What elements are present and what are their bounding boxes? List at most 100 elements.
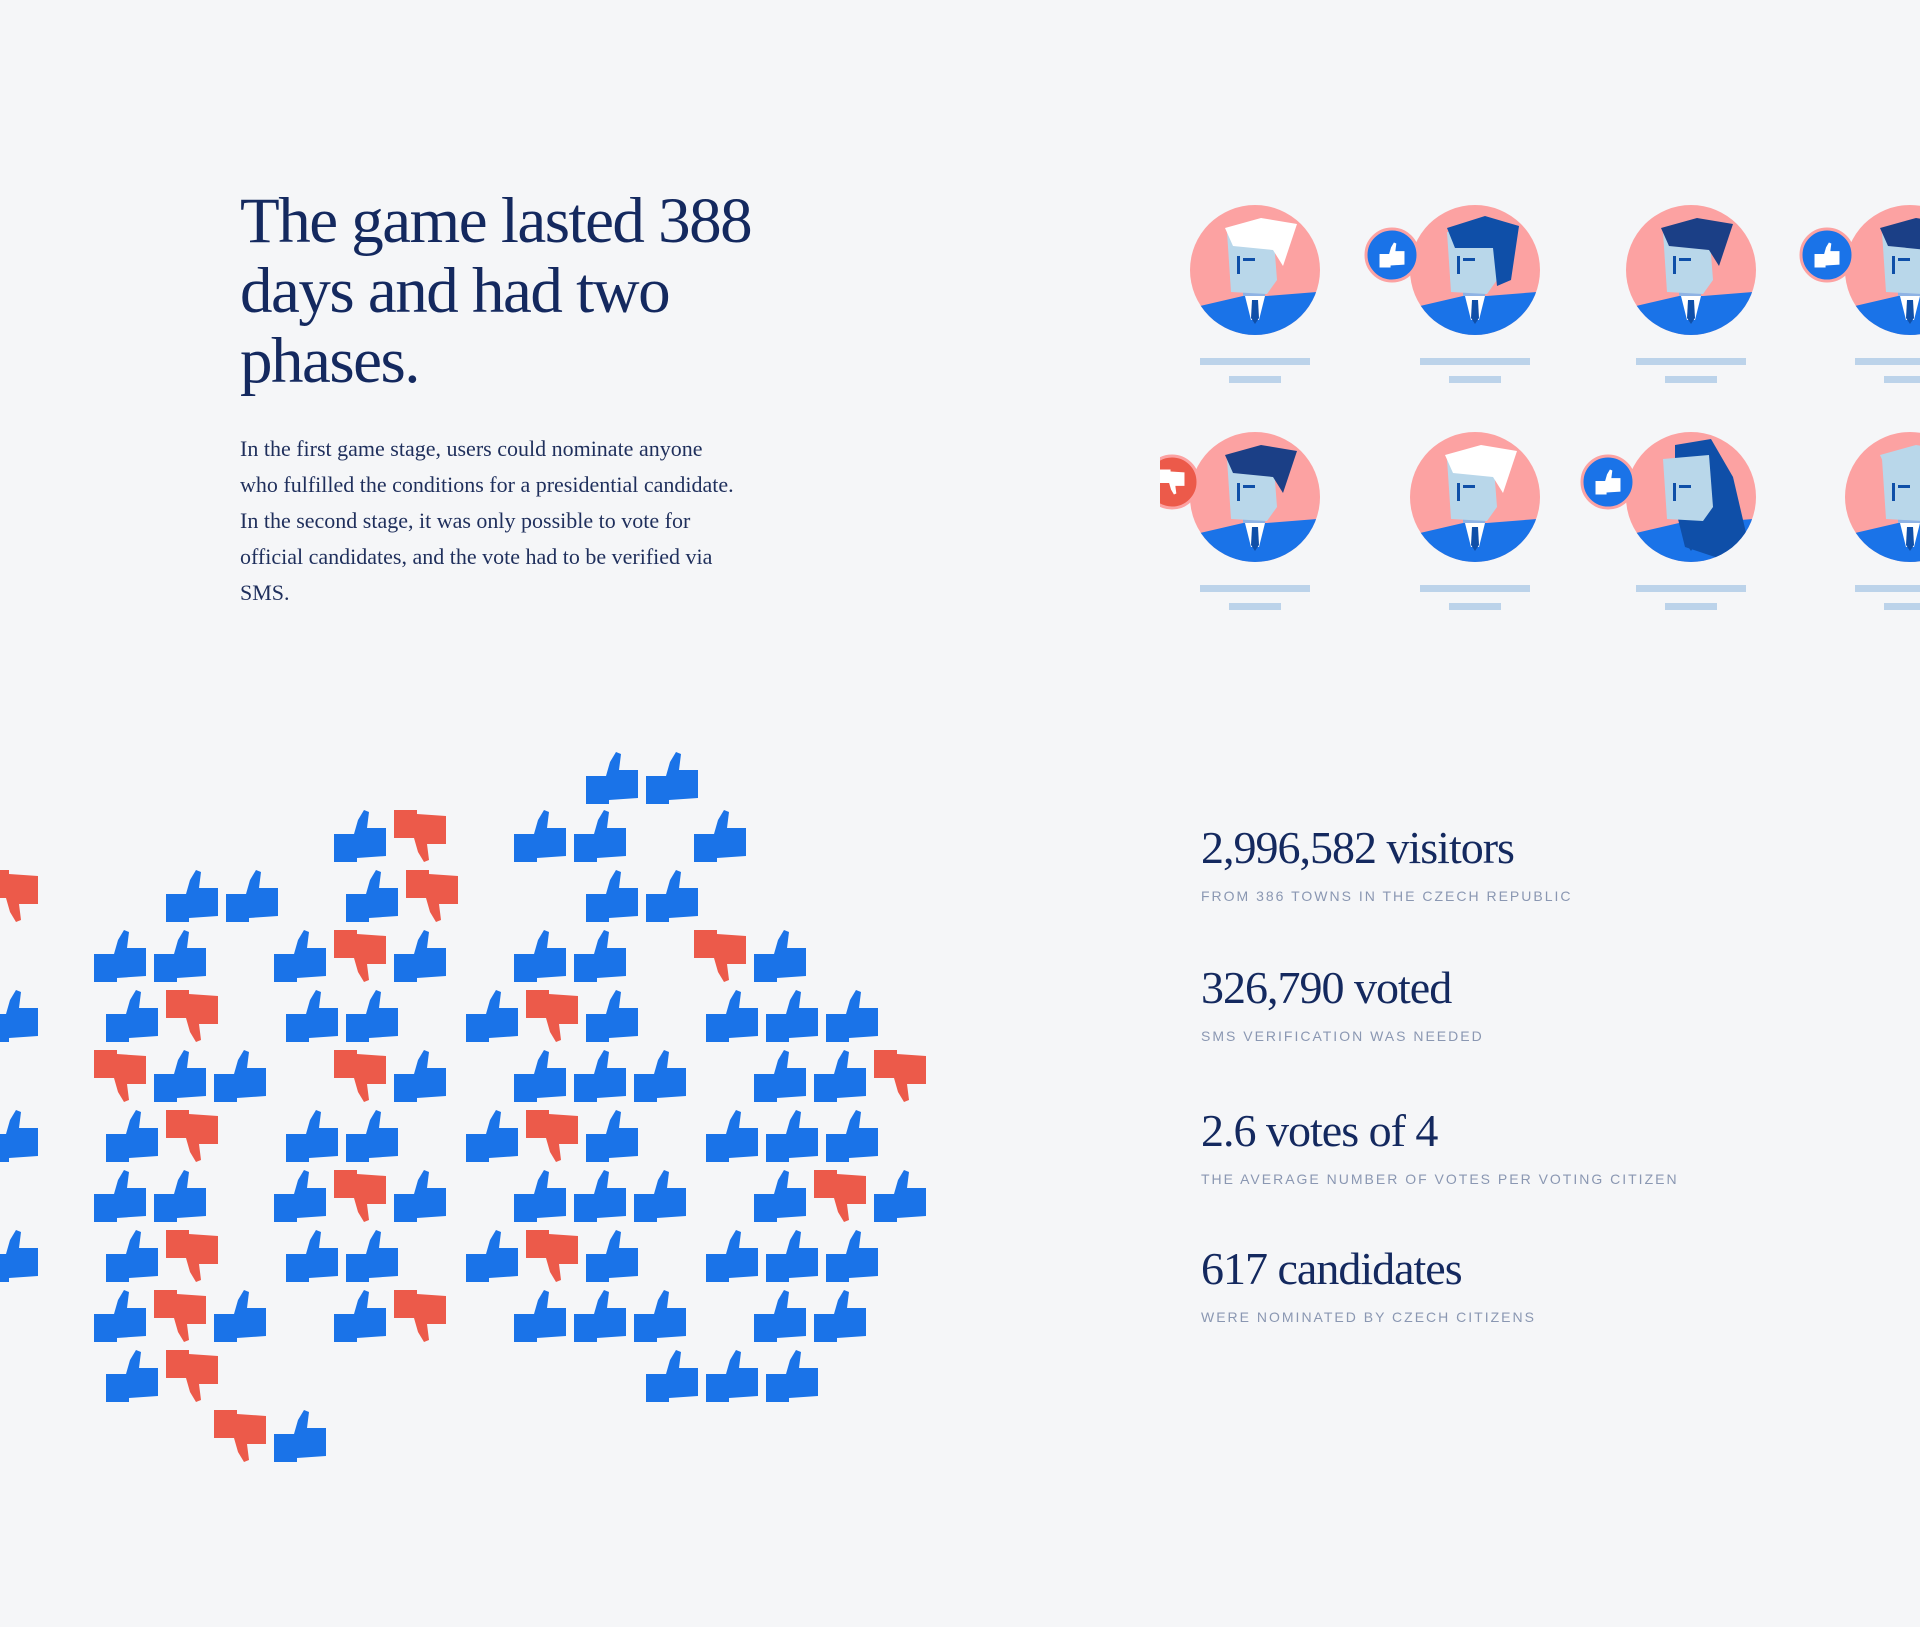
stat-caption: WERE NOMINATED BY CZECH CITIZENS (1201, 1309, 1536, 1325)
thumbs-down-icon (394, 1290, 446, 1342)
thumbs-up-icon (574, 810, 626, 862)
thumbs-up-icon (334, 1290, 386, 1342)
thumbs-up-icon (1379, 242, 1405, 268)
vote-field (0, 740, 1130, 1490)
candidate-avatar-icon (1626, 205, 1756, 383)
thumbs-up-icon (766, 1350, 818, 1402)
thumbs-up-icon (154, 1170, 206, 1222)
thumbs-up-icon (514, 930, 566, 982)
thumbs-up-icon (286, 1230, 338, 1282)
thumbs-up-icon (94, 1290, 146, 1342)
thumbs-down-icon (874, 1050, 926, 1102)
stat-caption: THE AVERAGE NUMBER OF VOTES PER VOTING C… (1201, 1171, 1679, 1187)
thumbs-up-icon (754, 1170, 806, 1222)
thumbs-up-icon (646, 752, 698, 804)
thumbs-up-icon (574, 930, 626, 982)
thumbs-up-badge (1364, 227, 1420, 283)
thumbs-up-icon (346, 870, 398, 922)
thumbs-up-icon (346, 1230, 398, 1282)
intro-paragraph: In the first game stage, users could nom… (240, 436, 734, 605)
stat-caption: SMS VERIFICATION WAS NEEDED (1201, 1028, 1484, 1044)
candidate-avatar-icon (1580, 432, 1756, 610)
thumbs-up-icon (874, 1170, 926, 1222)
thumbs-up-badge (1799, 227, 1855, 283)
thumbs-up-icon (514, 1170, 566, 1222)
thumbs-up-icon (826, 1110, 878, 1162)
thumbs-up-icon (766, 990, 818, 1042)
thumbs-up-icon (346, 990, 398, 1042)
thumbs-down-icon (526, 990, 578, 1042)
thumbs-up-icon (814, 1290, 866, 1342)
stat-caption: FROM 386 TOWNS IN THE CZECH REPUBLIC (1201, 888, 1573, 904)
stat-value: 2.6 votes of 4 (1201, 1105, 1438, 1156)
thumbs-up-icon (814, 1050, 866, 1102)
thumbs-down-icon (334, 1170, 386, 1222)
thumbs-up-icon (106, 1110, 158, 1162)
thumbs-up-icon (286, 1110, 338, 1162)
thumbs-up-icon (274, 1170, 326, 1222)
thumbs-up-icon (94, 930, 146, 982)
thumbs-up-icon (646, 870, 698, 922)
thumbs-up-icon (0, 1230, 38, 1282)
thumbs-up-icon (514, 1290, 566, 1342)
thumbs-down-icon (694, 930, 746, 982)
thumbs-up-icon (586, 990, 638, 1042)
thumbs-up-icon (634, 1170, 686, 1222)
stat-average-votes: 2.6 votes of 4 THE AVERAGE NUMBER OF VOT… (1201, 1103, 1841, 1241)
thumbs-up-icon (694, 810, 746, 862)
thumbs-up-icon (106, 1350, 158, 1402)
thumbs-up-icon (586, 870, 638, 922)
thumbs-down-icon (214, 1410, 266, 1462)
thumbs-up-icon (0, 1110, 38, 1162)
thumbs-up-icon (706, 1350, 758, 1402)
thumbs-up-icon (574, 1050, 626, 1102)
thumbs-up-icon (1595, 469, 1621, 495)
thumbs-down-icon (526, 1110, 578, 1162)
thumbs-up-icon (394, 1050, 446, 1102)
thumbs-up-icon (94, 1170, 146, 1222)
thumbs-up-icon (634, 1050, 686, 1102)
thumbs-up-icon (754, 1050, 806, 1102)
thumbs-up-icon (574, 1170, 626, 1222)
thumbs-down-icon (166, 990, 218, 1042)
thumbs-up-icon (274, 1410, 326, 1462)
thumbs-up-icon (766, 1230, 818, 1282)
thumbs-up-icon (154, 930, 206, 982)
stat-value: 617 candidates (1201, 1243, 1463, 1294)
thumbs-up-icon (334, 810, 386, 862)
thumbs-up-icon (214, 1050, 266, 1102)
stat-visitors: 2,996,582 visitors FROM 386 TOWNS IN THE… (1201, 820, 1841, 960)
thumbs-up-icon (154, 1050, 206, 1102)
thumbs-down-icon (154, 1290, 206, 1342)
thumbs-up-icon (754, 1290, 806, 1342)
thumbs-up-icon (586, 1230, 638, 1282)
thumbs-down-icon (166, 1110, 218, 1162)
thumbs-down-icon (166, 1230, 218, 1282)
thumbs-down-icon (334, 1050, 386, 1102)
thumbs-down-icon (1160, 469, 1185, 495)
thumbs-up-icon (346, 1110, 398, 1162)
thumbs-up-icon (706, 1230, 758, 1282)
thumbs-down-icon (406, 870, 458, 922)
stat-candidates: 617 candidates WERE NOMINATED BY CZECH C… (1201, 1241, 1841, 1381)
thumbs-up-icon (514, 1050, 566, 1102)
thumbs-up-icon (514, 810, 566, 862)
thumbs-up-icon (766, 1110, 818, 1162)
stat-value: 2,996,582 visitors (1201, 822, 1515, 873)
thumbs-up-icon (274, 930, 326, 982)
thumbs-down-icon (334, 930, 386, 982)
thumbs-up-icon (466, 1230, 518, 1282)
candidate-avatar-icon (1799, 205, 1920, 383)
thumbs-up-icon (826, 990, 878, 1042)
thumbs-up-badge (1580, 454, 1636, 510)
thumbs-up-icon (166, 870, 218, 922)
thumbs-up-icon (106, 1230, 158, 1282)
candidate-avatar-icon (1160, 432, 1320, 610)
thumbs-down-icon (814, 1170, 866, 1222)
thumbs-up-icon (0, 990, 38, 1042)
thumbs-up-icon (646, 1350, 698, 1402)
section-heading: The game lasted 388 days and had two pha… (240, 185, 753, 397)
thumbs-up-icon (214, 1290, 266, 1342)
thumbs-up-icon (1814, 242, 1840, 268)
stats-list: 2,996,582 visitors FROM 386 TOWNS IN THE… (1201, 820, 1841, 1381)
